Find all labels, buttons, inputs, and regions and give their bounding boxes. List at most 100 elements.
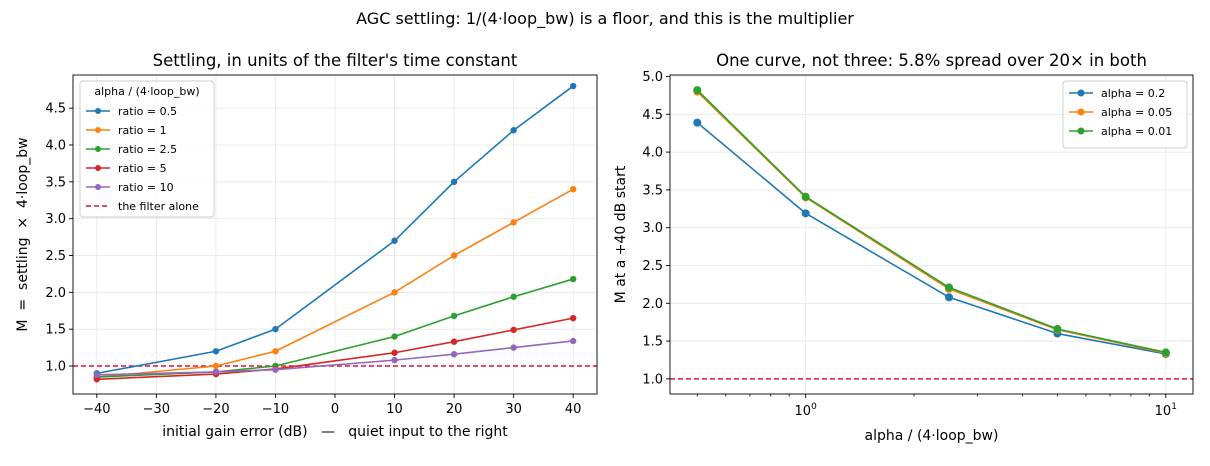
legend-label: alpha = 0.05 [1101,106,1172,119]
legend-label: ratio = 1 [118,124,167,137]
x-tick-label: −40 [83,402,110,417]
data-point [569,337,577,345]
data-point [450,312,458,320]
data-point [93,371,101,379]
data-point [693,86,702,95]
x-tick-label: 100 [795,402,818,419]
x-tick-label: 40 [565,402,582,417]
tick-base: 10 [1155,404,1172,419]
data-point [272,348,279,355]
x-tick-label: 10 [386,402,403,417]
data-point [272,325,279,333]
legend-marker [1077,89,1085,97]
y-axis-label: M at a +40 dB start [613,165,629,303]
series-1 [93,82,577,377]
x-tick-label: −20 [202,402,229,417]
data-point [693,118,702,127]
y-axis-label: M = settling × 4·loop_bw [15,137,31,331]
y-tick-label: 1.5 [45,323,66,338]
data-point [93,376,101,383]
y-tick-label: 3.5 [642,183,663,198]
chart-title: Settling, in units of the filter's time … [153,51,518,70]
data-point [510,293,517,300]
data-point [212,348,220,355]
y-tick-label: 5.0 [642,70,663,85]
data-point [944,283,953,292]
series-3 [693,86,1170,357]
series-line [696,122,1166,355]
series-5 [93,337,577,379]
chart-1: −40 −30 −20 −10 0 10 20 30 40 1.0 1.5 2.0 2.5 3.0 3.5 4… [15,51,598,440]
data-point [272,366,279,373]
legend-label: ratio = 10 [118,181,174,194]
legend-label: alpha = 0.2 [1101,87,1165,100]
legend-item: the filter alone [86,200,199,213]
y-tick-label: 2.0 [45,286,66,301]
y-tick-label: 4.5 [45,102,66,117]
legend-marker [1077,108,1085,116]
legend-item: ratio = 5 [86,162,167,175]
y-tick-label: 2.5 [45,249,66,264]
legend-marker [95,184,101,190]
chart-title: One curve, not three: 5.8% spread over 2… [716,51,1147,70]
series-2 [93,185,577,381]
y-tick-label: 1.0 [642,372,663,387]
legend-title: alpha / (4·loop_bw) [94,85,199,98]
tick-exponent: 1 [1171,402,1177,412]
legend: alpha = 0.2 alpha = 0.05 alpha = 0.01 [1062,80,1188,149]
y-tick-label: 4.5 [642,108,663,123]
data-point [510,326,517,334]
legend-marker [95,146,101,152]
data-point [391,349,398,356]
y-tick-label: 3.0 [642,221,663,236]
legend-item: ratio = 2.5 [86,143,177,156]
legend-label: ratio = 0.5 [118,105,177,118]
tick-base: 10 [795,404,812,419]
legend-item: alpha = 0.2 [1069,87,1165,100]
data-point [569,185,577,193]
legend: alpha / (4·loop_bw)ratio = 0.5 ratio = 1 r… [79,80,215,218]
data-point [450,252,458,259]
y-tick-label: 4.0 [45,138,66,153]
y-tick-label: 3.0 [45,212,66,227]
legend-marker [1077,127,1085,135]
legend-item: alpha = 0.05 [1069,106,1172,119]
legend-box [1062,80,1188,149]
legend-label: alpha = 0.01 [1101,125,1172,138]
legend-label: ratio = 2.5 [118,143,177,156]
data-point [450,351,458,358]
data-point [391,237,398,244]
series-1 [693,118,1170,358]
y-tick-label: 4.0 [642,146,663,161]
legend-item: ratio = 1 [86,124,167,137]
data-point [212,362,220,370]
data-point [391,356,398,364]
legend-box [79,80,215,218]
data-point [801,192,810,201]
data-point [801,209,810,218]
x-tick-label: 20 [446,402,463,417]
legend-item: ratio = 10 [86,181,174,194]
y-tick-label: 2.0 [642,297,663,312]
legend-marker [95,165,101,171]
y-tick-label: 1.0 [45,360,66,375]
legend-item: ratio = 0.5 [86,105,177,118]
x-tick-label: −10 [262,402,289,417]
x-axis-label: alpha / (4·loop_bw) [865,428,999,444]
axes-frame [669,74,1194,395]
x-tick-label: 0 [331,402,339,417]
data-point [1053,324,1062,333]
figure-suptitle: AGC settling: 1/(4·loop_bw) is a floor, … [356,9,854,29]
y-tick-label: 1.5 [642,335,663,350]
data-point [450,178,458,186]
legend-label: the filter alone [118,200,199,213]
x-tick-label: 30 [505,402,522,417]
x-axis-label: initial gain error (dB) — quiet input to… [162,424,508,440]
legend-label: ratio = 5 [118,162,167,175]
data-point [510,219,517,226]
data-point [569,82,577,90]
data-point [391,289,398,296]
